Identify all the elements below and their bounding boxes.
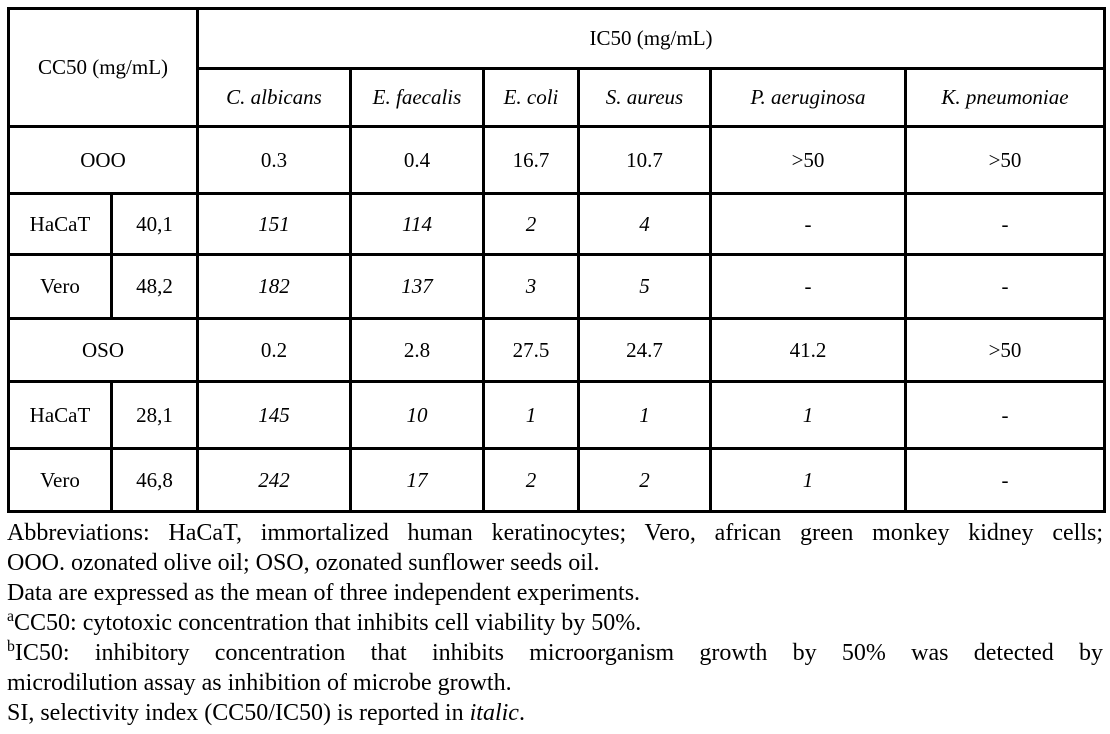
cc50-header-cell: CC50 (mg/mL) (7, 7, 199, 128)
ooo-vero-cell-line: Vero (7, 253, 113, 320)
ooo-label-cell: OOO (7, 125, 199, 195)
ooo-ic50-pneumoniae: >50 (903, 125, 1107, 195)
oso-hacat-si-aeruginosa: 1 (709, 380, 907, 450)
footnote-cc50-text: CC50: cytotoxic concentration that inhib… (14, 610, 642, 636)
ooo-vero-si-coli: 3 (482, 253, 580, 320)
footnote-si-suffix: . (518, 700, 525, 726)
species-header-coli: E. coli (482, 67, 580, 128)
oso-hacat-si-aureus: 1 (577, 380, 712, 450)
oso-vero-si-faecalis: 17 (349, 447, 485, 513)
oso-hacat-si-albicans: 145 (196, 380, 352, 450)
oso-vero-si-pneumoniae: - (903, 447, 1107, 513)
ooo-hacat-cell-line: HaCaT (7, 192, 113, 256)
oso-ic50-coli: 27.5 (482, 317, 580, 383)
footnotes-block: Abbreviations: HaCaT, immortalized human… (7, 518, 1103, 728)
footnote-ic50-text: IC50: inhibitory concentration that inhi… (14, 640, 1103, 666)
oso-hacat-si-pneumoniae: - (903, 380, 1107, 450)
ic50-header-cell: IC50 (mg/mL) (195, 7, 1107, 70)
footnote-cc50-definition: aCC50: cytotoxic concentration that inhi… (7, 608, 1103, 638)
ooo-vero-si-faecalis: 137 (349, 253, 485, 320)
ooo-vero-si-aeruginosa: - (709, 253, 907, 320)
footnote-si-prefix: SI, selectivity index (CC50/IC50) is rep… (7, 700, 470, 726)
oso-ic50-faecalis: 2.8 (349, 317, 485, 383)
superscript-a: a (7, 608, 15, 625)
ooo-vero-si-aureus: 5 (577, 253, 712, 320)
footnote-ic50-definition-line2: microdilution assay as inhibition of mic… (7, 670, 512, 696)
ooo-hacat-si-faecalis: 114 (349, 192, 485, 256)
oso-hacat-cell-line: HaCaT (7, 380, 113, 450)
ooo-ic50-aeruginosa: >50 (709, 125, 907, 195)
footnote-data-mean: Data are expressed as the mean of three … (7, 580, 641, 606)
footnote-si-italic-word: italic (469, 700, 519, 726)
ooo-hacat-si-aeruginosa: - (709, 192, 907, 256)
footnote-si-definition: SI, selectivity index (CC50/IC50) is rep… (7, 698, 1103, 728)
oso-hacat-si-coli: 1 (482, 380, 580, 450)
oso-label-cell: OSO (7, 317, 199, 383)
species-header-albicans: C. albicans (196, 67, 352, 128)
ooo-hacat-si-aureus: 4 (577, 192, 712, 256)
oso-vero-cell-line: Vero (7, 447, 113, 513)
ooo-ic50-faecalis: 0.4 (349, 125, 485, 195)
ooo-hacat-cc50: 40,1 (110, 192, 199, 256)
oso-hacat-cc50: 28,1 (110, 380, 199, 450)
species-header-faecalis: E. faecalis (349, 67, 485, 128)
oso-ic50-aureus: 24.7 (577, 317, 712, 383)
oso-hacat-si-faecalis: 10 (349, 380, 485, 450)
oso-vero-si-aureus: 2 (577, 447, 712, 513)
ooo-vero-si-pneumoniae: - (903, 253, 1107, 320)
ooo-vero-cc50: 48,2 (110, 253, 199, 320)
ooo-hacat-si-coli: 2 (482, 192, 580, 256)
footnote-abbreviations-line1: Abbreviations: HaCaT, immortalized human… (7, 520, 1103, 546)
oso-vero-cc50: 46,8 (110, 447, 199, 513)
oso-ic50-albicans: 0.2 (196, 317, 352, 383)
superscript-b: b (7, 638, 15, 655)
species-header-aureus: S. aureus (577, 67, 712, 128)
oso-vero-si-coli: 2 (482, 447, 580, 513)
ooo-vero-si-albicans: 182 (196, 253, 352, 320)
species-header-aeruginosa: P. aeruginosa (709, 67, 907, 128)
oso-vero-si-albicans: 242 (196, 447, 352, 513)
ooo-ic50-coli: 16.7 (482, 125, 580, 195)
species-header-pneumoniae: K. pneumoniae (903, 67, 1107, 128)
ooo-hacat-si-pneumoniae: - (903, 192, 1107, 256)
ooo-hacat-si-albicans: 151 (196, 192, 352, 256)
oso-vero-si-aeruginosa: 1 (709, 447, 907, 513)
ooo-ic50-albicans: 0.3 (196, 125, 352, 195)
footnote-ic50-definition-line1: bIC50: inhibitory concentration that inh… (7, 638, 1103, 668)
ooo-ic50-aureus: 10.7 (577, 125, 712, 195)
oso-ic50-pneumoniae: >50 (903, 317, 1107, 383)
footnote-abbreviations-line2: OOO. ozonated olive oil; OSO, ozonated s… (7, 550, 600, 576)
oso-ic50-aeruginosa: 41.2 (709, 317, 907, 383)
results-table: CC50 (mg/mL) IC50 (mg/mL) C. albicans E.… (7, 7, 1107, 513)
